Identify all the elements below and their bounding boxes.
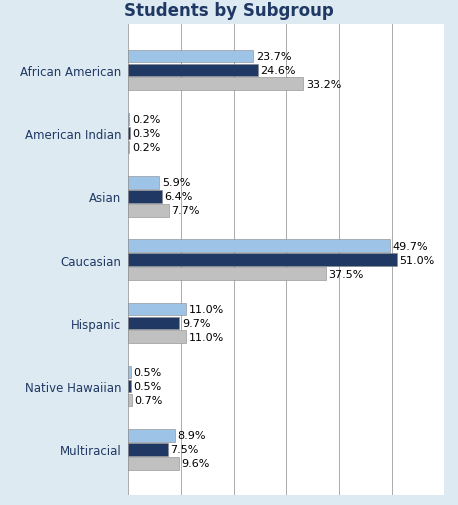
Text: 0.5%: 0.5% xyxy=(134,368,162,377)
Bar xyxy=(128,205,169,217)
Bar xyxy=(128,394,132,407)
Text: Students by Subgroup: Students by Subgroup xyxy=(124,3,334,20)
Bar xyxy=(128,240,390,252)
Text: 49.7%: 49.7% xyxy=(393,241,428,251)
Bar xyxy=(128,443,168,456)
Bar xyxy=(128,366,131,379)
Text: 23.7%: 23.7% xyxy=(256,52,291,62)
Bar xyxy=(128,303,186,316)
Bar xyxy=(128,141,129,154)
Bar xyxy=(128,429,175,442)
Text: 6.4%: 6.4% xyxy=(164,192,193,202)
Text: 8.9%: 8.9% xyxy=(178,431,206,440)
Text: 9.6%: 9.6% xyxy=(181,459,210,468)
Bar xyxy=(128,78,303,91)
Text: 7.7%: 7.7% xyxy=(171,206,200,216)
Text: 0.7%: 0.7% xyxy=(135,395,163,405)
Bar xyxy=(128,50,253,63)
Bar xyxy=(128,177,159,189)
Bar xyxy=(128,128,130,140)
Bar xyxy=(128,191,162,203)
Text: 33.2%: 33.2% xyxy=(306,80,341,89)
Bar xyxy=(128,380,131,392)
Bar xyxy=(128,317,180,329)
Text: 37.5%: 37.5% xyxy=(328,269,364,279)
Text: 7.5%: 7.5% xyxy=(170,444,199,454)
Text: 11.0%: 11.0% xyxy=(189,332,224,342)
Text: 11.0%: 11.0% xyxy=(189,305,224,314)
Text: 0.5%: 0.5% xyxy=(134,381,162,391)
Text: 0.2%: 0.2% xyxy=(132,115,160,125)
Bar xyxy=(128,114,129,126)
Text: 51.0%: 51.0% xyxy=(399,255,435,265)
Bar xyxy=(128,65,258,77)
Text: 5.9%: 5.9% xyxy=(162,178,191,188)
Text: 0.2%: 0.2% xyxy=(132,143,160,153)
Text: 0.3%: 0.3% xyxy=(132,129,161,139)
Bar xyxy=(128,268,326,280)
Bar xyxy=(128,331,186,343)
Bar xyxy=(128,254,397,266)
Text: 9.7%: 9.7% xyxy=(182,318,211,328)
Text: 24.6%: 24.6% xyxy=(261,66,296,76)
Bar xyxy=(128,457,179,470)
